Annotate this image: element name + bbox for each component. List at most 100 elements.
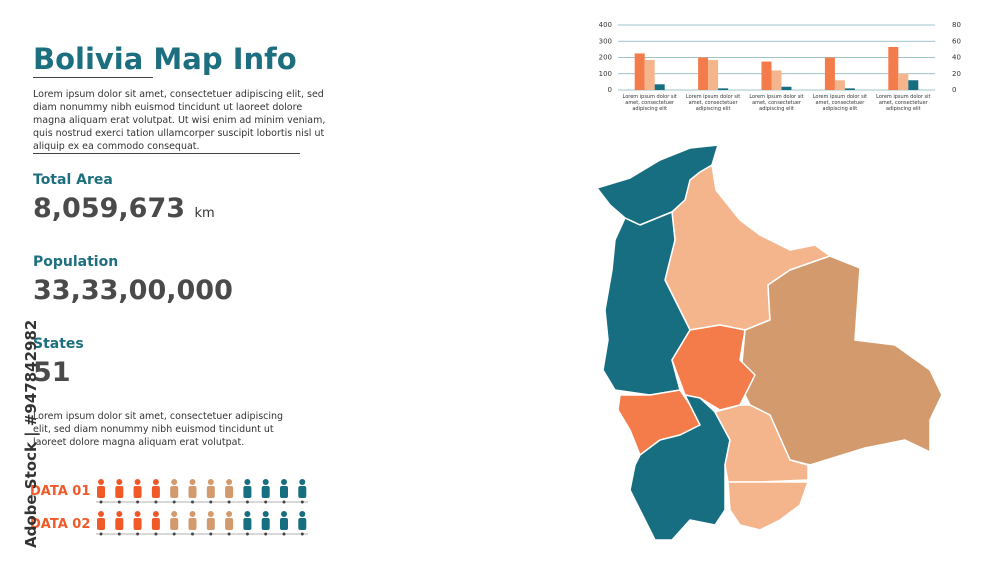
title: Bolivia Map Info <box>33 42 297 76</box>
row-dot <box>227 500 231 504</box>
row-dot <box>209 532 213 536</box>
person-head <box>152 479 159 485</box>
person-body <box>243 518 252 530</box>
person-head <box>134 511 141 517</box>
row-dot <box>172 500 176 504</box>
person-head <box>189 479 196 485</box>
x-tick-label: Lorem ipsum dolor sit amet, consectetuer… <box>622 94 677 112</box>
row-dot <box>154 500 158 504</box>
stat-label: States <box>33 336 84 352</box>
person-body <box>206 486 215 498</box>
person-head <box>226 479 233 485</box>
row-dot <box>245 500 249 504</box>
row-dot <box>264 532 268 536</box>
intro-rule <box>33 153 300 154</box>
person-head <box>299 479 306 485</box>
person-body <box>261 518 270 530</box>
person-head <box>152 511 159 517</box>
stat-value: 33,33,00,000 <box>33 275 233 306</box>
person-body <box>298 486 307 498</box>
bar <box>708 59 719 90</box>
row-dot <box>300 500 304 504</box>
person-head <box>134 479 141 485</box>
bar <box>698 57 709 90</box>
person-head <box>262 511 269 517</box>
people-icons <box>96 479 308 536</box>
stat-label: Total Area <box>33 172 113 188</box>
region <box>727 481 809 531</box>
person-head <box>281 479 287 485</box>
bar <box>908 80 919 90</box>
person-body <box>188 486 197 498</box>
row-dot <box>136 532 140 536</box>
intro: Lorem ipsum dolor sit amet, consectetuer… <box>33 89 326 152</box>
row-dot <box>136 500 140 504</box>
bar <box>888 46 899 90</box>
x-tick-label: Lorem ipsum dolor sit amet, consectetuer… <box>812 94 868 112</box>
bar <box>771 70 782 90</box>
person-body <box>225 518 234 530</box>
person-head <box>171 511 178 517</box>
stat-unit: km <box>194 206 215 221</box>
person-body <box>151 518 160 530</box>
stat-label: Population <box>33 254 119 270</box>
region <box>714 404 809 483</box>
y2-tick-label: 20 <box>952 70 961 78</box>
person-body <box>225 486 234 498</box>
person-head <box>116 479 123 485</box>
row-dot <box>300 532 304 536</box>
bar <box>718 88 729 90</box>
person-head <box>262 479 269 485</box>
y-tick-label: 100 <box>599 70 612 78</box>
y-tick-label: 0 <box>608 86 612 94</box>
stat-value: 8,059,673 km <box>33 193 215 224</box>
y-tick-label: 300 <box>599 37 612 45</box>
bar <box>781 86 792 90</box>
person-head <box>281 511 287 517</box>
row-dot <box>117 532 121 536</box>
row-dot <box>117 500 121 504</box>
person-body <box>298 518 307 530</box>
bar <box>834 80 845 90</box>
y-tick-label: 200 <box>599 54 612 62</box>
x-tick-label: Lorem ipsum dolor sit amet, consectetuer… <box>876 94 931 112</box>
stat-number: 8,059,673 <box>33 193 186 224</box>
data-label: DATA 02 <box>30 517 91 532</box>
bar <box>634 53 645 90</box>
person-body <box>133 518 142 530</box>
bar <box>824 57 835 90</box>
person-head <box>116 511 123 517</box>
person-body <box>206 518 215 530</box>
person-head <box>299 511 306 517</box>
y2-tick-label: 40 <box>952 54 961 62</box>
person-head <box>244 479 251 485</box>
bar <box>654 84 665 90</box>
row-dot <box>282 532 286 536</box>
row-dot <box>99 532 103 536</box>
bar <box>898 73 909 90</box>
row-dot <box>282 500 286 504</box>
person-head <box>226 511 233 517</box>
person-head <box>171 479 178 485</box>
stat-value: 51 <box>33 357 71 388</box>
row-dot <box>154 532 158 536</box>
person-body <box>188 518 197 530</box>
y-tick-label: 400 <box>599 21 612 29</box>
y2-tick-label: 80 <box>952 21 961 29</box>
bar-chart: 0 100 200 300 400 0 20 40 60 80 <box>599 21 961 94</box>
note: Lorem ipsum dolor sit amet, consectetuer… <box>33 411 284 448</box>
person-body <box>261 486 270 498</box>
person-body <box>97 518 105 530</box>
row-dot <box>172 532 176 536</box>
x-tick-label: Lorem ipsum dolor sit amet, consectetuer… <box>685 94 741 112</box>
person-head <box>98 479 104 485</box>
person-head <box>207 479 214 485</box>
bar <box>761 61 772 90</box>
row-dot <box>227 532 231 536</box>
person-body <box>115 486 124 498</box>
bar <box>644 59 655 90</box>
person-body <box>151 486 160 498</box>
row-dot <box>191 532 194 536</box>
